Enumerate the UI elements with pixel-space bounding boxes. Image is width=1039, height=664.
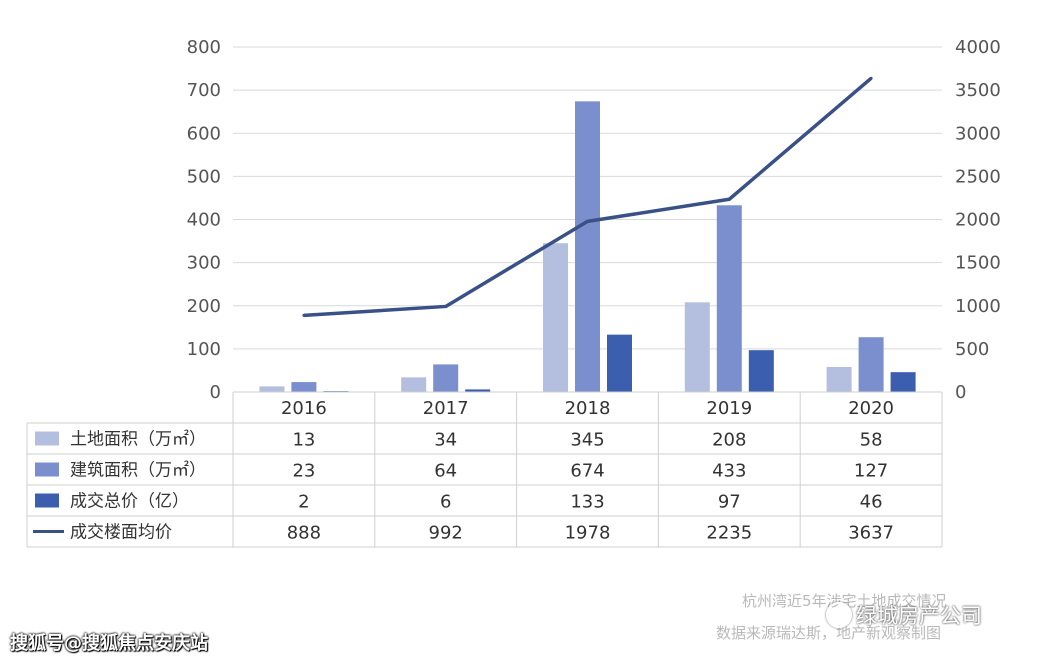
data-value: 23 (292, 461, 315, 482)
left-y-axis: 0 100 200 300 400 500 600 700 800 (187, 37, 221, 403)
category-label: 2019 (706, 398, 752, 419)
data-value: 674 (570, 461, 604, 482)
data-value: 6 (440, 492, 451, 513)
line-point (444, 304, 448, 308)
bar (401, 377, 427, 392)
legend-swatch (35, 431, 59, 446)
data-value: 433 (712, 461, 746, 482)
right-tick-label: 2000 (955, 210, 1001, 231)
bar (291, 382, 317, 392)
data-value: 888 (287, 523, 321, 544)
price-line (302, 76, 873, 318)
right-tick-label: 1000 (955, 296, 1001, 317)
left-tick-label: 100 (187, 339, 221, 360)
bar (684, 302, 710, 392)
right-tick-label: 4000 (955, 37, 1001, 58)
left-tick-label: 600 (187, 123, 221, 144)
data-value: 208 (712, 430, 746, 451)
watermark-left: 搜狐号@搜狐焦点安庆站 (10, 633, 208, 654)
left-tick-label: 800 (187, 37, 221, 58)
line-point (586, 219, 589, 223)
left-tick-label: 300 (187, 253, 221, 274)
legend-swatch (35, 462, 59, 477)
series-name: 建筑面积（万㎡） (70, 461, 206, 481)
bar (433, 364, 459, 392)
series-name: 土地面积（万㎡） (70, 430, 206, 450)
data-value: 127 (854, 461, 888, 482)
left-tick-label: 700 (187, 80, 221, 101)
bars (259, 101, 916, 393)
line-point (727, 197, 731, 201)
right-y-axis: 0 500 1000 1500 2000 2500 3000 3500 4000 (955, 37, 1001, 403)
bar (259, 386, 285, 392)
category-label: 2017 (423, 398, 469, 419)
right-tick-label: 0 (955, 382, 966, 403)
data-value: 97 (718, 492, 741, 513)
left-tick-label: 500 (187, 166, 221, 187)
right-tick-label: 3500 (955, 80, 1001, 101)
bar (858, 337, 884, 392)
data-value: 992 (429, 523, 463, 544)
data-value: 133 (570, 492, 604, 513)
category-label: 2020 (848, 398, 894, 419)
data-value: 58 (860, 430, 883, 451)
category-label: 2018 (565, 398, 611, 419)
bar (607, 334, 632, 392)
data-value: 34 (434, 430, 457, 451)
wechat-icon (826, 602, 852, 628)
left-tick-label: 0 (210, 382, 221, 403)
series-name: 成交楼面均价 (70, 523, 172, 543)
line-point (302, 313, 306, 317)
bar (465, 389, 491, 392)
chart-caption: 杭州湾近5年涉宅土地成交情况 (742, 592, 947, 610)
data-value: 345 (570, 430, 604, 451)
left-tick-label: 400 (187, 210, 221, 231)
category-label: 2016 (281, 398, 327, 419)
legend-swatch (35, 493, 59, 508)
data-value: 13 (292, 430, 315, 451)
right-tick-label: 2500 (955, 166, 1001, 187)
left-tick-label: 200 (187, 296, 221, 317)
data-value: 2 (298, 492, 309, 513)
data-value: 64 (434, 461, 457, 482)
watermark-right: 绿城房产公司 (826, 600, 982, 630)
data-value: 3637 (848, 523, 894, 544)
data-value: 1978 (565, 523, 611, 544)
right-tick-label: 500 (955, 339, 989, 360)
right-tick-label: 3000 (955, 123, 1001, 144)
bar (890, 372, 916, 392)
series-name: 成交总价（亿） (70, 492, 189, 512)
right-tick-label: 1500 (955, 253, 1001, 274)
data-table: 2016 2017 2018 2019 2020 土地面积（万㎡） 13 34 345 208 58… (26, 391, 943, 548)
bar (543, 243, 568, 392)
data-value: 2235 (706, 523, 752, 544)
watermark-right-text: 绿城房产公司 (856, 604, 982, 628)
data-value: 46 (860, 492, 883, 513)
data-source-note: 数据来源瑞达斯，地产新观察制图 (716, 624, 942, 642)
bar (826, 366, 852, 392)
bar (748, 350, 774, 392)
line-point (869, 76, 873, 80)
bar (716, 205, 742, 392)
bar (575, 101, 600, 393)
